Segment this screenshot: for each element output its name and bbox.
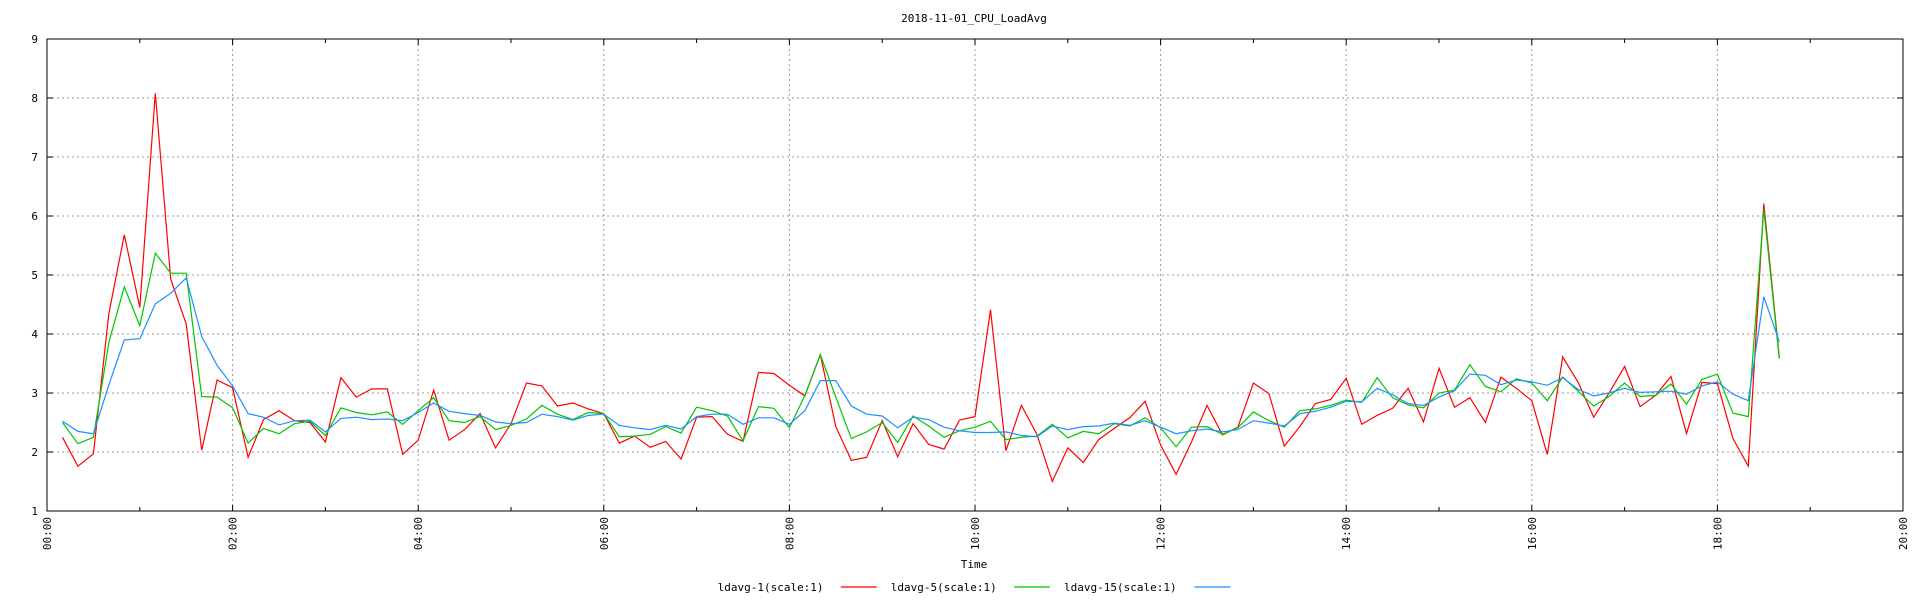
x-tick-label: 08:00 <box>783 517 796 550</box>
y-tick-label: 6 <box>31 210 38 223</box>
legend-label: ldavg-5(scale:1) <box>891 581 997 594</box>
x-tick-label: 20:00 <box>1897 517 1910 550</box>
y-tick-label: 1 <box>31 505 38 518</box>
x-tick-label: 02:00 <box>227 517 240 550</box>
y-axis-tick-labels: 1 2 3 4 5 6 7 8 9 <box>31 33 38 518</box>
x-tick-label: 14:00 <box>1340 517 1353 550</box>
x-tick-label: 18:00 <box>1711 517 1724 550</box>
y-tick-label: 3 <box>31 387 38 400</box>
x-tick-label: 16:00 <box>1526 517 1539 550</box>
y-tick-label: 2 <box>31 446 38 459</box>
y-tick-label: 7 <box>31 151 38 164</box>
x-tick-label: 06:00 <box>598 517 611 550</box>
chart-title: 2018-11-01_CPU_LoadAvg <box>901 12 1047 25</box>
y-tick-label: 8 <box>31 92 38 105</box>
legend-label: ldavg-1(scale:1) <box>718 581 824 594</box>
legend-label: ldavg-15(scale:1) <box>1064 581 1177 594</box>
series-lines <box>61 93 1780 484</box>
grid-lines <box>47 39 1903 511</box>
x-tick-label: 04:00 <box>412 517 425 550</box>
y-tick-label: 5 <box>31 269 38 282</box>
x-tick-label: 12:00 <box>1155 517 1168 550</box>
x-tick-label: 10:00 <box>969 517 982 550</box>
axis-ticks <box>46 38 1904 512</box>
legend: ldavg-1(scale:1) ldavg-5(scale:1) ldavg-15… <box>718 581 1231 594</box>
series-line <box>61 93 1780 484</box>
y-tick-label: 9 <box>31 33 38 46</box>
y-tick-label: 4 <box>31 328 38 341</box>
series-line <box>62 209 1780 448</box>
x-axis-tick-labels: 00:00 02:00 04:00 06:00 08:00 10:00 12:00 14:00… <box>41 517 1910 550</box>
x-tick-label: 00:00 <box>41 517 54 550</box>
x-axis-title: Time <box>961 558 988 571</box>
series-line <box>62 276 1780 438</box>
